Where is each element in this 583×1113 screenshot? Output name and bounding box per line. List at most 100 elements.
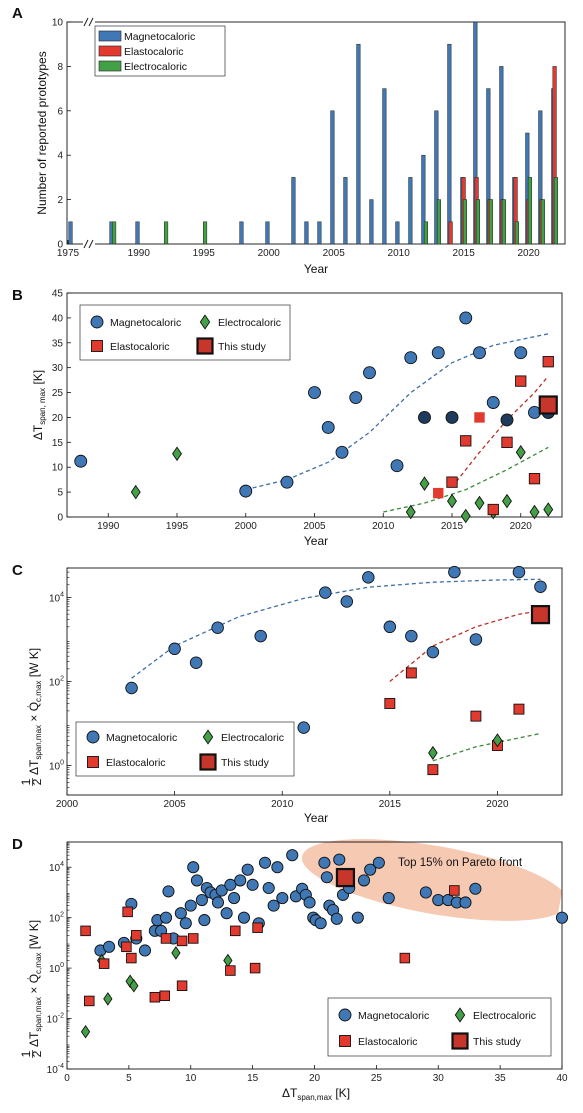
- legend-marker: [339, 1035, 351, 1047]
- data-point-electrocaloric: [428, 745, 438, 760]
- legend-marker: [87, 756, 99, 768]
- data-point-magnetocaloric: [258, 856, 272, 869]
- x-tick-label: 1990: [128, 248, 151, 259]
- axis-break-mark: [83, 17, 94, 27]
- y-label-part: span,max: [34, 725, 43, 760]
- data-point-magnetocaloric: [267, 899, 280, 912]
- y-tick-label: 2: [57, 195, 63, 206]
- bar-electrocaloric: [514, 221, 519, 245]
- data-point-magnetocaloric: [254, 629, 267, 643]
- data-point-electrocaloric: [474, 495, 485, 511]
- legend-label: Magnetocaloric: [106, 732, 177, 744]
- data-point-magnetocaloric: [333, 853, 346, 866]
- legend-label: Elastocaloric: [106, 757, 166, 769]
- pareto-front-region: [301, 839, 567, 921]
- data-point-magnetocaloric: [303, 896, 316, 909]
- data-point-magnetocaloric: [280, 475, 294, 489]
- legend-label: Magnetocaloric: [358, 1010, 429, 1022]
- y-label-frac-num: 1: [19, 778, 33, 785]
- bar-magnetocaloric: [330, 110, 335, 245]
- bar-electrocaloric: [112, 221, 117, 245]
- x-label-sub: span,max: [297, 1093, 332, 1102]
- x-tick-label: 10: [185, 1073, 197, 1084]
- x-tick-label: 2010: [388, 248, 411, 259]
- legend: Magnetocaloric Electrocaloric Elastocalori…: [327, 997, 552, 1057]
- x-tick-label: 20: [309, 1073, 321, 1084]
- tick-base: 10: [47, 1065, 59, 1076]
- data-point-magnetocaloric: [271, 861, 284, 874]
- bar-magnetocaloric: [382, 88, 387, 245]
- legend-swatch: [98, 30, 122, 42]
- data-point-magnetocaloric: [190, 874, 203, 887]
- legend-marker: [451, 1032, 469, 1050]
- x-tick-label: 2015: [379, 799, 402, 810]
- legend-label: This study: [473, 1036, 522, 1048]
- x-tick-label: 1990: [97, 521, 120, 532]
- data-point-elastocaloric: [249, 962, 261, 974]
- trend-line-magnetocaloric: [131, 578, 541, 679]
- data-point-magnetocaloric: [382, 891, 395, 905]
- data-point-magnetocaloric: [426, 645, 440, 659]
- data-point-elastocaloric: [474, 412, 485, 423]
- tick-exponent: -4: [58, 1063, 64, 1070]
- y-tick-label: 102: [49, 912, 64, 925]
- data-point-magnetocaloric: [195, 893, 208, 907]
- data-point-magnetocaloric: [431, 346, 445, 360]
- y-label-part: [W K]: [27, 648, 41, 681]
- y-axis-label: 12 ΔTspan,max × Q̇c,max [W K]: [19, 920, 44, 1058]
- bar-magnetocaloric: [265, 221, 270, 245]
- y-label-part: ΔT: [27, 1031, 41, 1047]
- x-tick-label: 2000: [56, 799, 79, 810]
- data-point-magnetocaloric: [286, 849, 299, 862]
- y-label-part: × Q̇: [27, 702, 41, 725]
- y-tick-label: 0: [57, 240, 63, 251]
- data-point-magnetocaloric: [448, 565, 461, 579]
- bar-magnetocaloric: [421, 154, 426, 245]
- y-tick-label: 40: [52, 313, 64, 324]
- y-label-part: c,max: [34, 953, 43, 974]
- data-point-electrocaloric: [460, 508, 471, 524]
- bar-electrocaloric: [527, 177, 532, 245]
- data-point-elastocaloric: [159, 990, 171, 1002]
- data-point-magnetocaloric: [469, 633, 483, 646]
- data-point-electrocaloric: [129, 978, 139, 993]
- panel-b-scatter-chart: B 0 5 10 15 20 25 30 35 40 45 1990 1995 2000 2005 2010 2…: [12, 287, 563, 548]
- data-point-magnetocaloric: [179, 917, 192, 930]
- tick-exponent: 2: [60, 676, 64, 683]
- x-tick-label: 2005: [163, 799, 186, 810]
- data-point-electrocaloric: [405, 504, 416, 520]
- y-tick-label: 15: [52, 438, 64, 449]
- y-tick-label: 104: [49, 591, 64, 604]
- data-point-magnetocaloric: [297, 721, 310, 734]
- data-point-electrocaloric: [492, 733, 503, 748]
- data-point-elastocaloric: [149, 991, 161, 1003]
- data-point-magnetocaloric: [340, 595, 354, 608]
- trend-line-electrocaloric: [383, 446, 549, 513]
- data-point-magnetocaloric: [234, 874, 247, 887]
- trend-line-magnetocaloric: [245, 333, 549, 491]
- data-point-magnetocaloric: [314, 917, 327, 930]
- data-point-elastocaloric: [515, 375, 527, 387]
- legend-label: This study: [218, 341, 267, 353]
- bar-electrocaloric: [436, 199, 442, 245]
- tick-exponent: -2: [58, 1013, 64, 1020]
- data-point-magnetocaloric: [404, 351, 418, 365]
- y-tick-label: 10-4: [47, 1063, 64, 1076]
- bar-electrocaloric: [553, 177, 558, 245]
- data-point-elastocaloric: [230, 925, 241, 937]
- data-point-magnetocaloric: [189, 656, 203, 669]
- bar-magnetocaloric: [239, 221, 244, 245]
- data-point-magnetocaloric: [349, 391, 363, 404]
- data-point-elastocaloric: [528, 473, 541, 485]
- data-point-electrocaloric: [223, 953, 233, 968]
- y-axis-label: ΔTspan, max [K]: [31, 370, 47, 440]
- data-point-magnetocaloric: [486, 396, 500, 409]
- data-point-magnetocaloric: [383, 620, 397, 634]
- bar-electrocaloric: [488, 199, 493, 245]
- trend-line-elastocaloric: [389, 610, 541, 683]
- y-axis-label: 12 ΔTspan,max × Q̇c,max [W K]: [19, 648, 44, 786]
- bar-magnetocaloric: [369, 199, 374, 245]
- tick-exponent: 4: [60, 861, 64, 868]
- data-point-elastocaloric: [542, 356, 554, 368]
- data-point-elastocaloric: [446, 476, 458, 488]
